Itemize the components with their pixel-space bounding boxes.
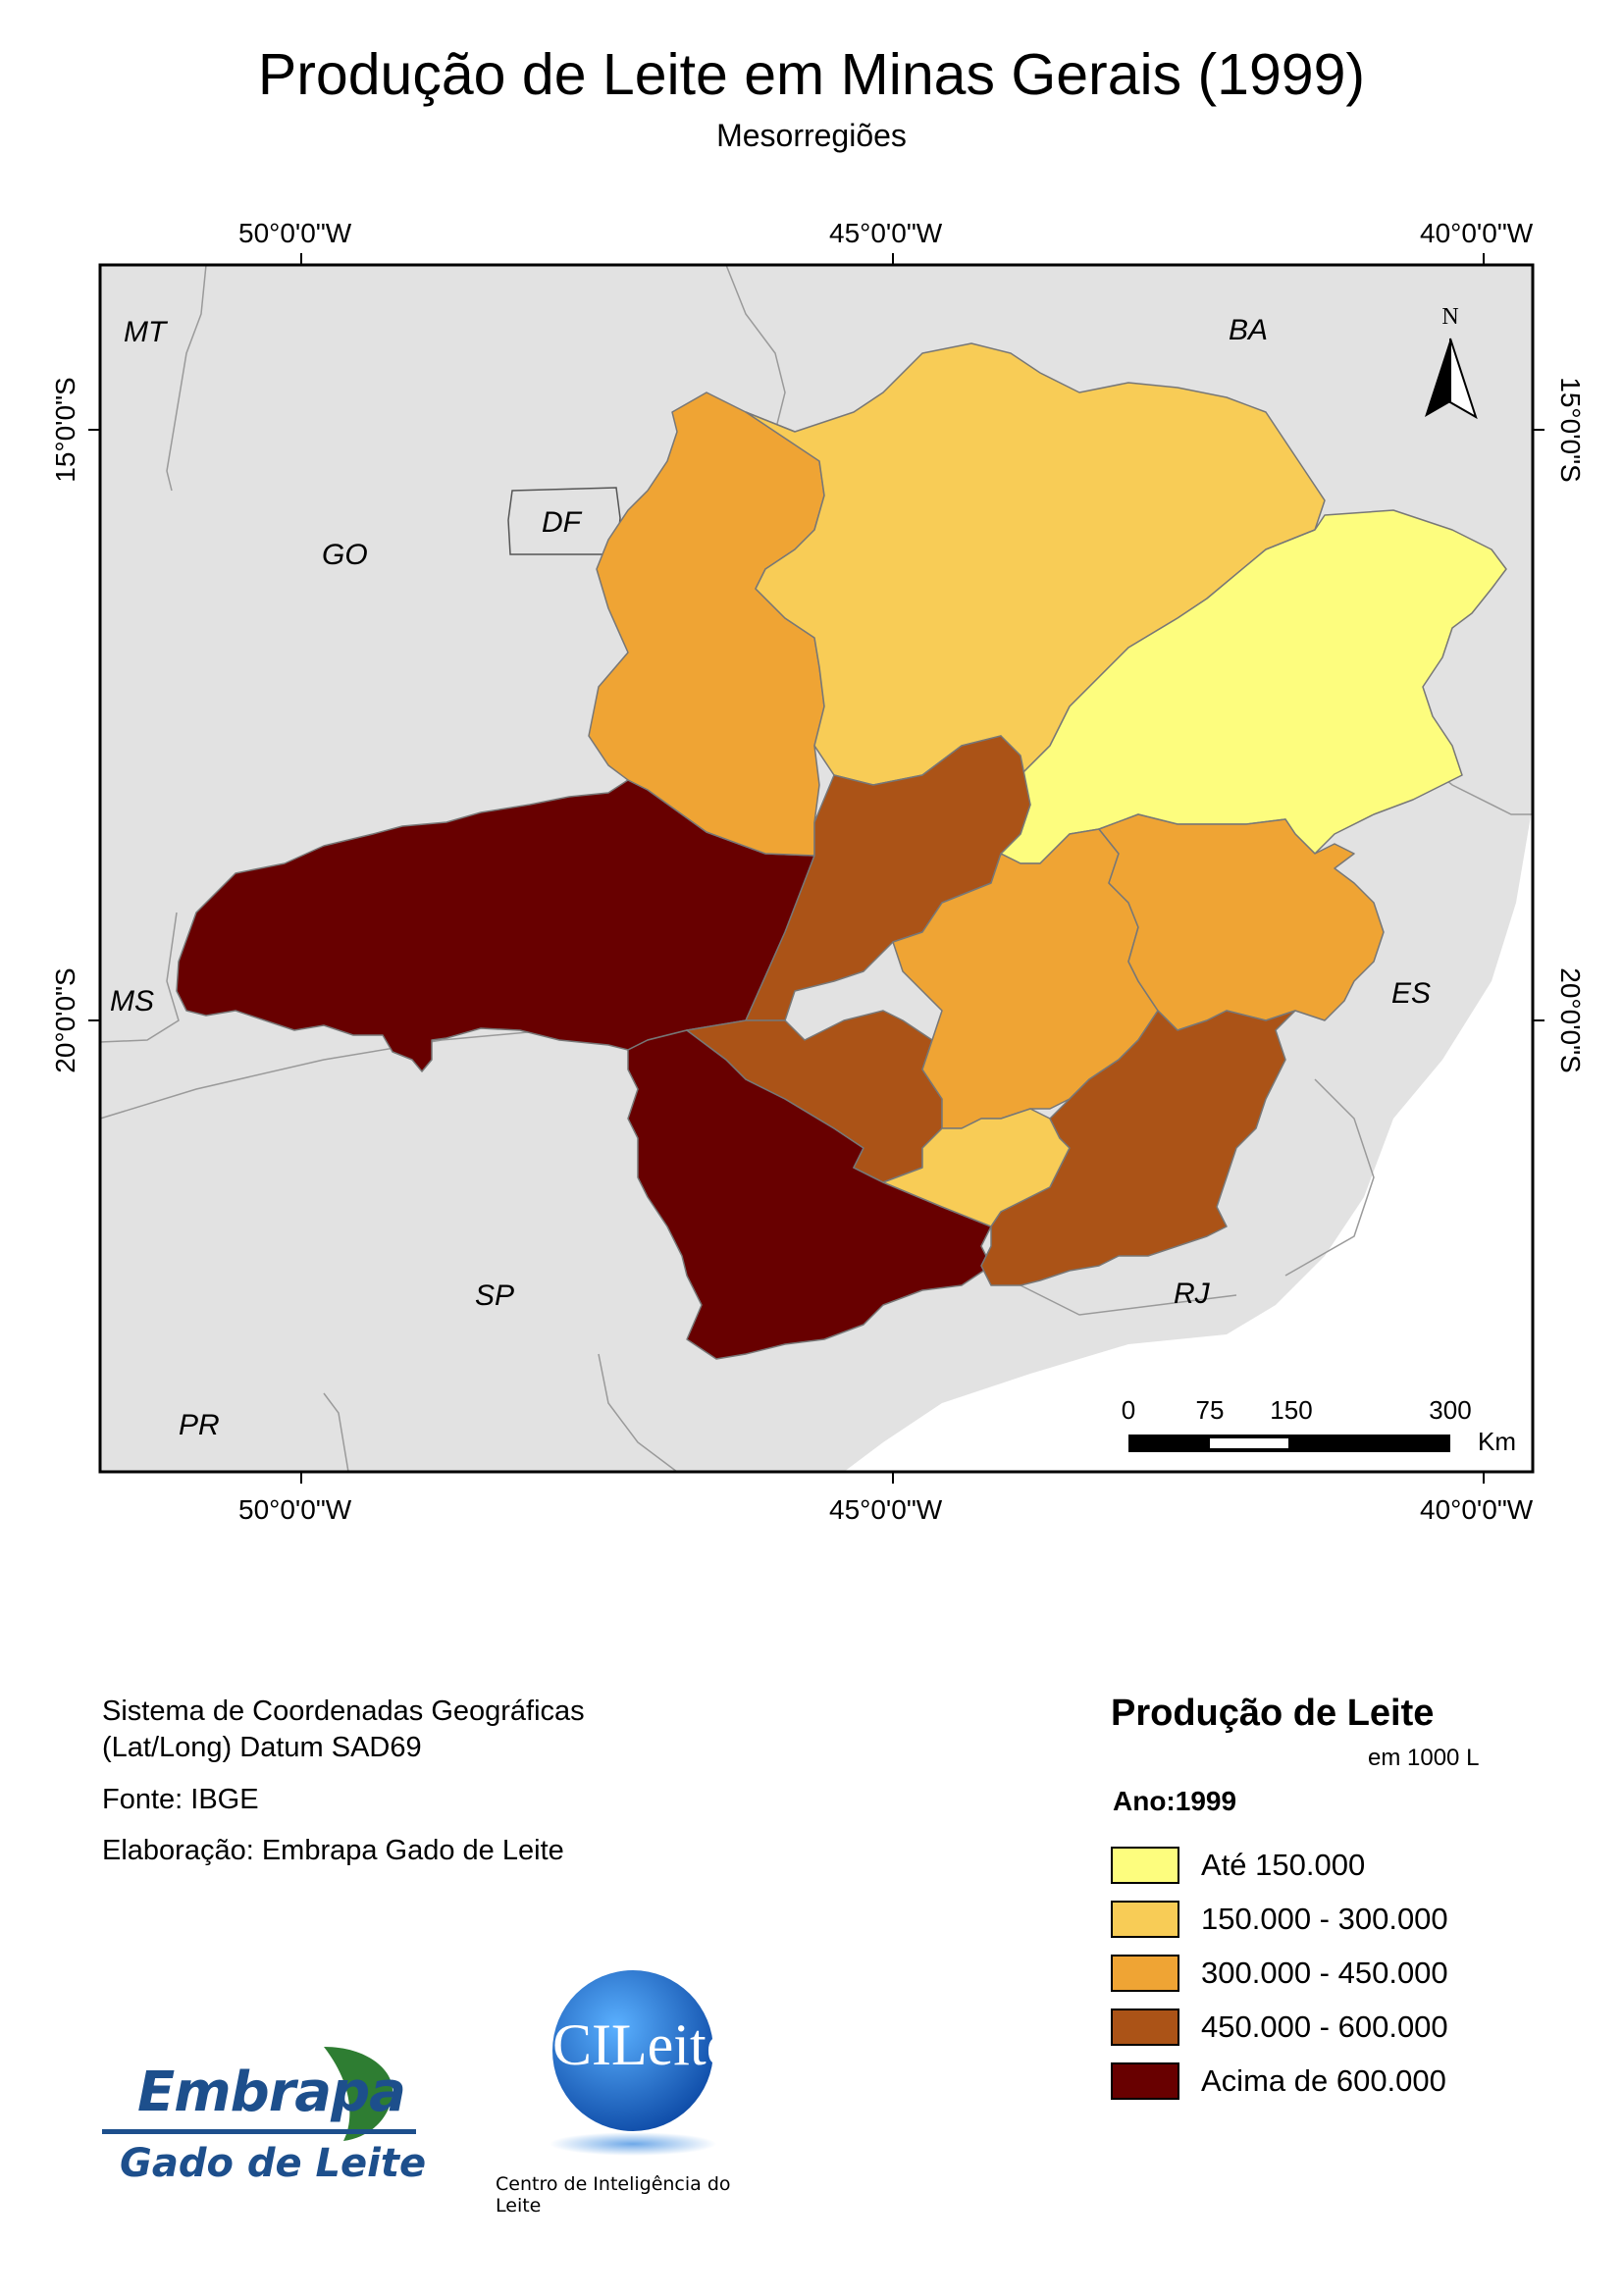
legend-swatch-class-3 [1111, 1955, 1179, 1992]
scale-unit: Km [1478, 1427, 1516, 1456]
embrapa-leaf-icon [102, 2047, 416, 2141]
legend-swatch-class-4 [1111, 2009, 1179, 2046]
cileite-logo-subtitle: Centro de Inteligência do Leite [496, 2173, 731, 2217]
state-label-pr: PR [179, 1409, 220, 1441]
legend-label-class-4: 450.000 - 600.000 [1201, 2009, 1448, 2044]
region-zona-da-mata [980, 1010, 1296, 1286]
north-arrow-icon [1425, 338, 1478, 420]
legend-year: Ano:1999 [1113, 1786, 1237, 1816]
legend-label-class-5: Acima de 600.000 [1201, 2063, 1446, 2098]
legend-label-class-1: Até 150.000 [1201, 1848, 1366, 1882]
legend-label-class-2: 150.000 - 300.000 [1201, 1902, 1448, 1936]
top-lon-label-1: 50°0'0"W [238, 218, 352, 248]
legend-title: Produção de Leite [1111, 1693, 1435, 1734]
embrapa-logo: Embrapa Gado de Leite [98, 2031, 432, 2203]
embrapa-logo-text: Embrapa [137, 2061, 406, 2124]
embrapa-logo-subtitle: Gado de Leite [120, 2141, 427, 2186]
minas-gerais [176, 342, 1507, 1360]
state-label-mt: MT [124, 316, 169, 348]
legend-item-class-3: 300.000 - 450.000 [1111, 1953, 1448, 1994]
state-label-sp: SP [475, 1279, 514, 1312]
state-label-go: GO [322, 539, 368, 571]
cileite-logo-text: CILeite [552, 2012, 733, 2077]
graticule-ticks [88, 253, 1544, 1484]
bottom-lon-label-2: 45°0'0"W [829, 1494, 943, 1525]
top-lon-label-2: 45°0'0"W [829, 218, 943, 248]
legend-swatch-class-1 [1111, 1847, 1179, 1884]
map-subtitle: Mesorregiões [716, 118, 907, 153]
top-lon-label-3: 40°0'0"W [1420, 218, 1534, 248]
state-label-df: DF [542, 506, 583, 539]
map-title: Produção de Leite em Minas Gerais (1999) [257, 42, 1366, 107]
legend-swatch-class-2 [1111, 1901, 1179, 1938]
region-vale-rio-doce [1098, 813, 1385, 1031]
legend-item-class-2: 150.000 - 300.000 [1111, 1899, 1448, 1940]
ocean [844, 805, 1533, 1472]
bottom-lon-label-1: 50°0'0"W [238, 1494, 352, 1525]
info-source: Fonte: IBGE [102, 1784, 259, 1815]
legend-item-class-1: Até 150.000 [1111, 1845, 1365, 1886]
state-label-ba: BA [1229, 314, 1268, 346]
cileite-logo: CILeite Centro de Inteligência do Leite [496, 1967, 760, 2217]
legend-item-class-5: Acima de 600.000 [1111, 2061, 1446, 2102]
map-border [98, 263, 1535, 1474]
scale-tick-0: 0 [1122, 1395, 1135, 1425]
legend-unit: em 1000 L [1368, 1745, 1480, 1771]
scale-tick-75: 75 [1196, 1395, 1225, 1425]
info-author: Elaboração: Embrapa Gado de Leite [102, 1835, 564, 1866]
scale-tick-150: 150 [1270, 1395, 1312, 1425]
scale-tick-300: 300 [1429, 1395, 1471, 1425]
bottom-lon-label-3: 40°0'0"W [1420, 1494, 1534, 1525]
legend-swatch-class-5 [1111, 2062, 1179, 2100]
info-coord-system-2: (Lat/Long) Datum SAD69 [102, 1732, 422, 1763]
legend-label-class-3: 300.000 - 450.000 [1201, 1956, 1448, 1990]
state-label-ms: MS [110, 985, 154, 1018]
state-label-rj: RJ [1174, 1278, 1211, 1310]
state-label-es: ES [1391, 977, 1431, 1010]
map-frame: MT BA GO DF MS ES SP RJ PR N 0 75 150 30… [88, 253, 1544, 1484]
legend-item-class-4: 450.000 - 600.000 [1111, 2007, 1448, 2048]
info-coord-system-1: Sistema de Coordenadas Geográficas [102, 1696, 585, 1727]
cileite-globe-icon [550, 1970, 716, 2156]
scale-bar [1128, 1435, 1450, 1452]
north-arrow-label: N [1441, 304, 1458, 330]
